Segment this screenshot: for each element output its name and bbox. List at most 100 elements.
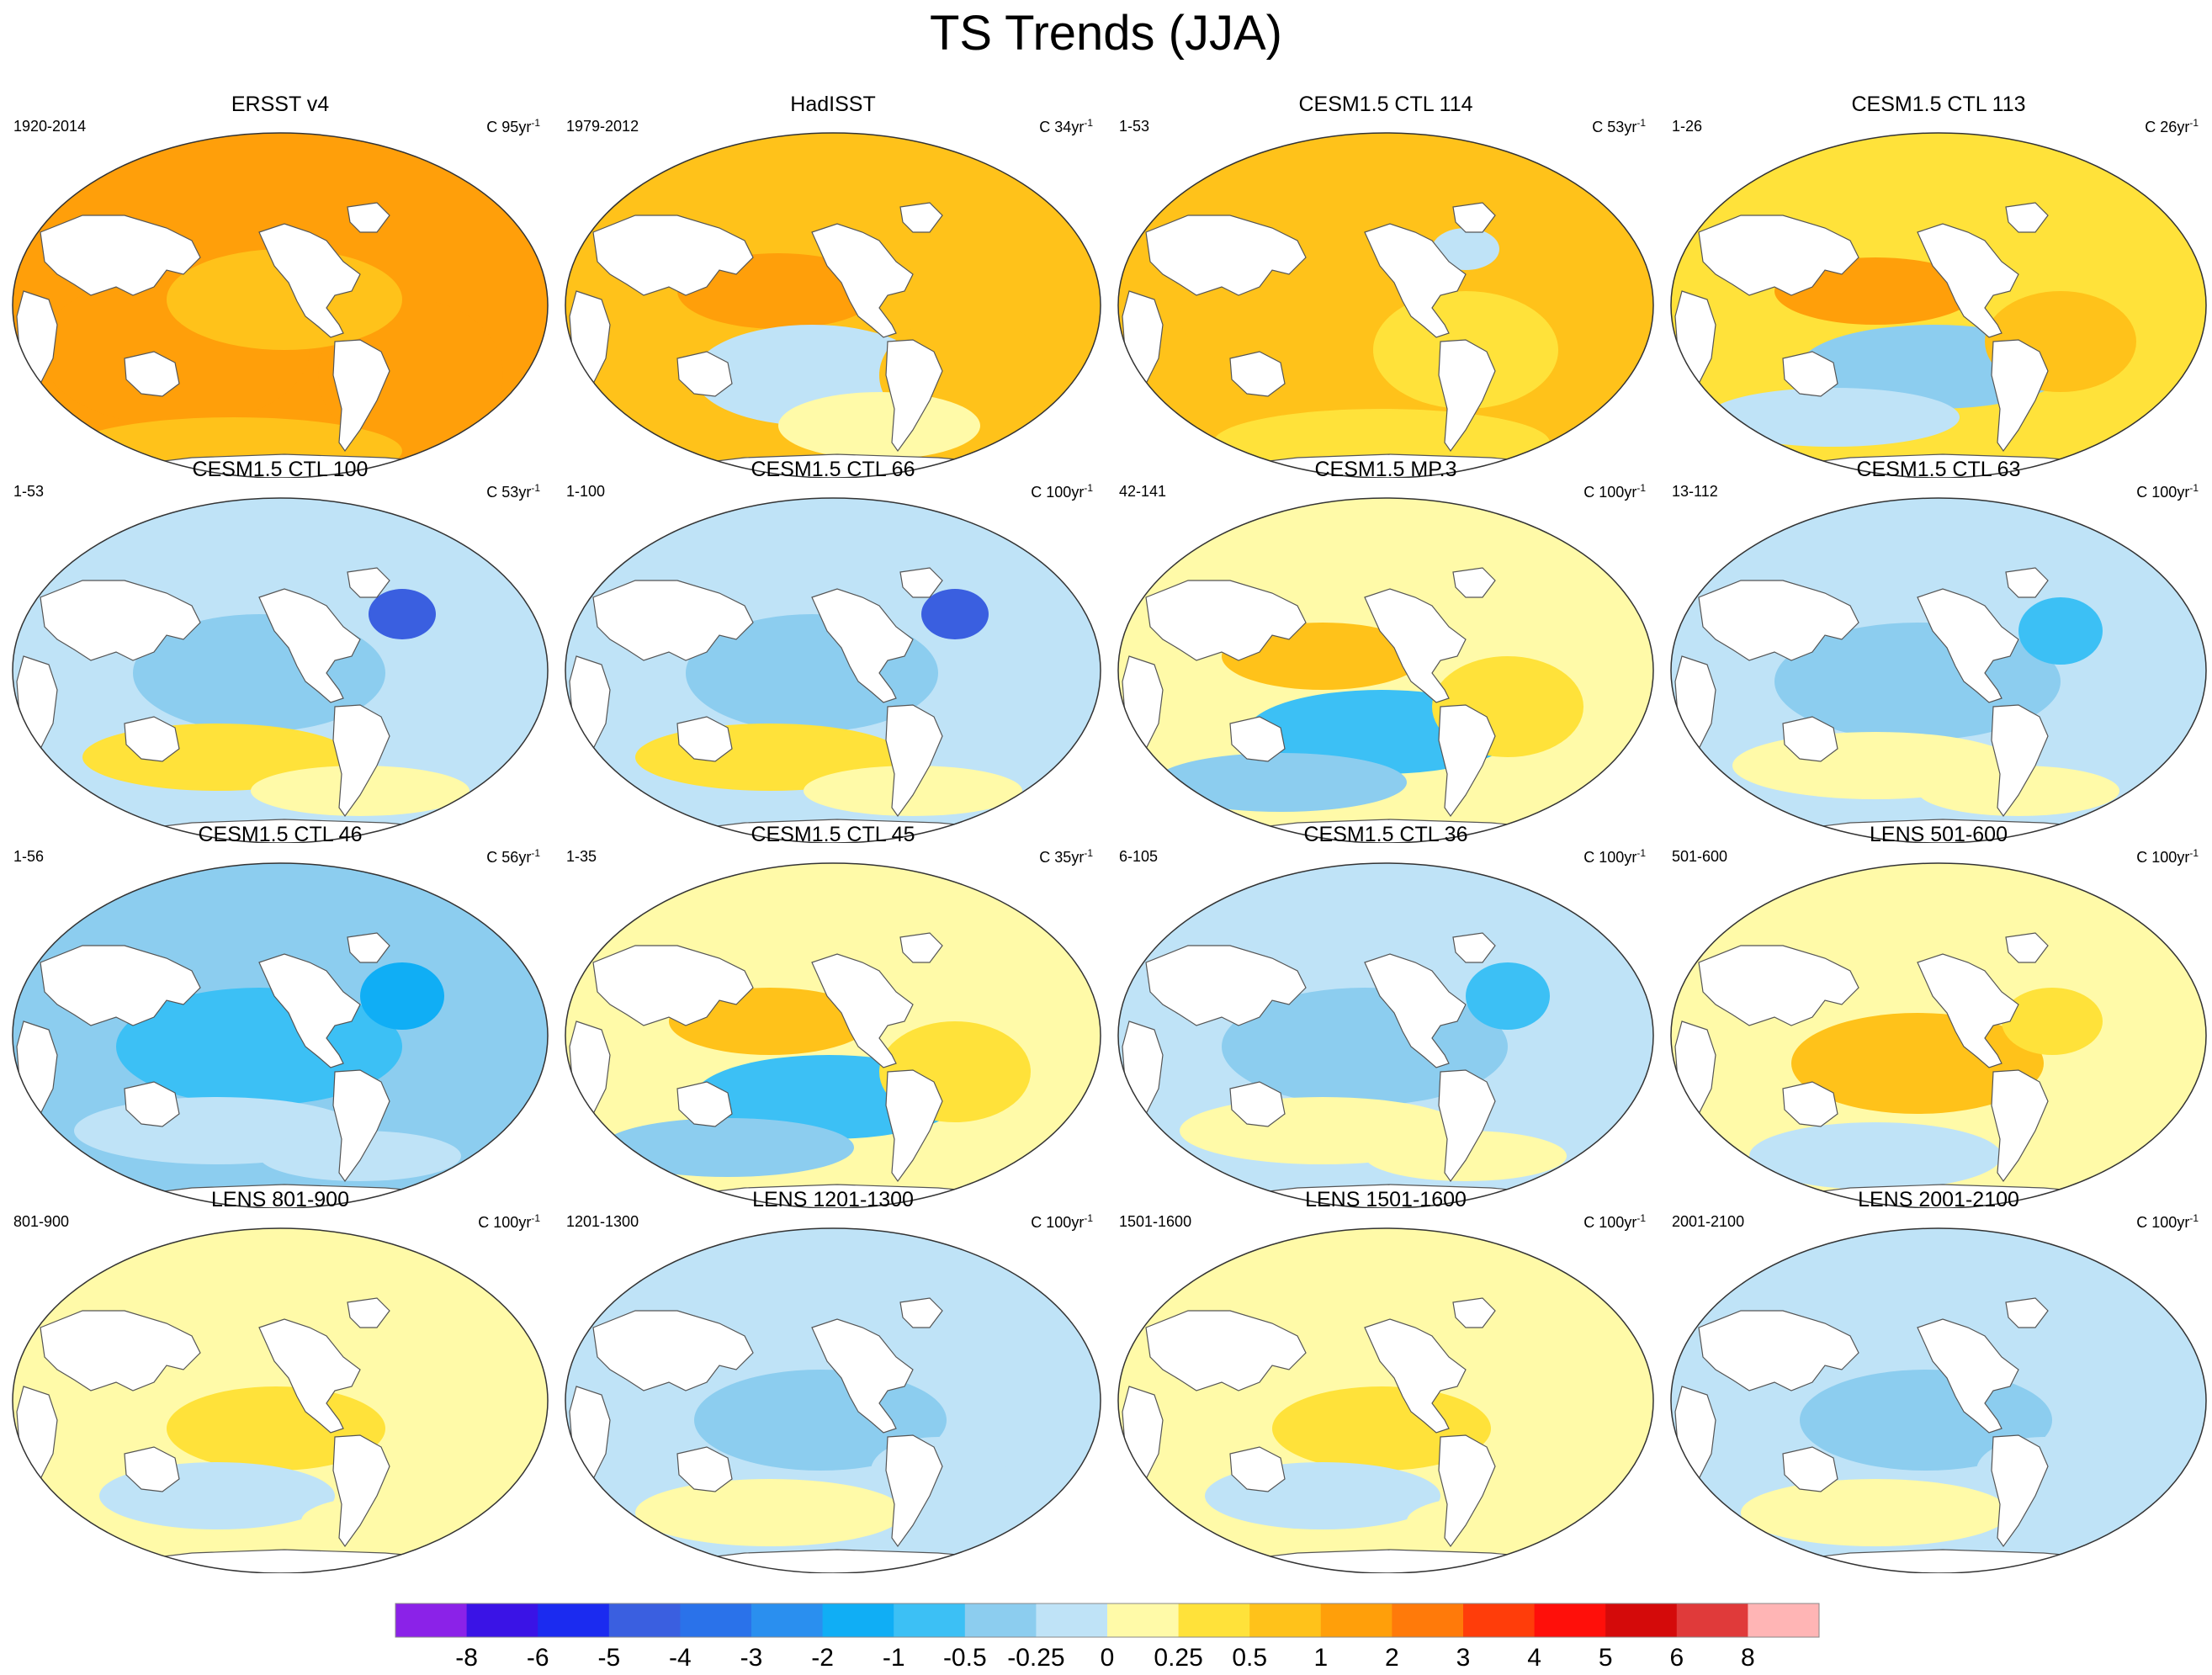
panel-period: 1-100 — [566, 483, 606, 500]
panel-units: C 100yr-1 — [1583, 843, 1646, 867]
trend-region — [635, 1479, 904, 1546]
map-border — [12, 132, 549, 478]
land-southAmerica — [1991, 339, 2049, 453]
panel-period: 1-53 — [1119, 118, 1150, 135]
panel-units: C 100yr-1 — [2136, 843, 2199, 867]
panel-period: 1-56 — [13, 848, 45, 865]
units-suffix: yr — [1624, 1214, 1637, 1231]
colorbar-swatch — [1320, 1603, 1392, 1637]
units-exponent: -1 — [1636, 847, 1646, 859]
panel-period: 1-26 — [1672, 118, 1703, 135]
land-southAmerica — [885, 339, 943, 453]
units-suffix: yr — [1071, 849, 1085, 866]
land-northAmerica — [1364, 1318, 1467, 1434]
land-northAmerica — [258, 953, 361, 1068]
panel-units: C 35yr-1 — [1039, 843, 1093, 867]
map-panel: LENS 1201-1300 1201-1300 C 100yr-1 — [560, 1185, 1106, 1573]
colorbar-tick-label: 8 — [1741, 1644, 1755, 1672]
panel-title: LENS 1201-1300 — [752, 1188, 914, 1211]
panel-period: 1201-1300 — [566, 1213, 639, 1230]
map-panel: CESM1.5 MP.3 42-141 C 100yr-1 — [1112, 454, 1659, 843]
colorbar-tick-label: -4 — [669, 1644, 692, 1672]
units-value: 100 — [1599, 484, 1625, 501]
map-border — [12, 862, 549, 1208]
colorbar-swatch — [1249, 1603, 1322, 1637]
map-panel: LENS 2001-2100 2001-2100 C 100yr-1 — [1665, 1185, 2212, 1573]
units-suffix: yr — [1071, 484, 1085, 501]
land-australia — [1229, 351, 1286, 397]
colorbar-tick-label: -1 — [883, 1644, 905, 1672]
colorbar-swatch — [1036, 1603, 1108, 1637]
land-northAmerica — [1364, 953, 1467, 1068]
panel-title: CESM1.5 CTL 63 — [1856, 458, 2021, 481]
units-exponent: -1 — [531, 847, 540, 859]
colorbar-swatch — [1676, 1603, 1748, 1637]
trend-region — [921, 589, 989, 639]
land-northAmerica — [1917, 588, 2019, 703]
land-southAmerica — [1438, 704, 1496, 818]
panel-title: CESM1.5 CTL 114 — [1298, 93, 1473, 116]
land-australia — [1229, 1081, 1286, 1127]
land-greenland — [2005, 1297, 2049, 1328]
units-value: 100 — [1046, 1214, 1072, 1231]
land-northAmerica — [1917, 1318, 2019, 1434]
units-suffix: yr — [2177, 849, 2190, 866]
map-field — [12, 862, 549, 1208]
trend-region — [1749, 1122, 2002, 1190]
map-border — [565, 497, 1101, 843]
units-exponent: -1 — [531, 1212, 540, 1224]
map-panel: ERSST v4 1920-2014 C 95yr-1 — [7, 89, 554, 478]
panel-title: CESM1.5 CTL 66 — [751, 458, 915, 481]
map-border — [12, 1227, 549, 1573]
panel-title: LENS 501-600 — [1869, 823, 2008, 846]
trend-region — [1222, 623, 1424, 690]
colorbar-swatch — [538, 1603, 610, 1637]
land-australia — [124, 1446, 180, 1492]
colorbar-swatch — [1605, 1603, 1678, 1637]
land-asia — [592, 945, 754, 1026]
land-southAmerica — [332, 1069, 390, 1183]
units-prefix: C — [1583, 484, 1599, 501]
land-asia — [592, 580, 754, 661]
map-field — [1117, 497, 1654, 843]
units-exponent: -1 — [531, 117, 540, 129]
map-field — [12, 497, 549, 843]
colorbar-tick-label: 2 — [1385, 1644, 1399, 1672]
units-value: 95 — [501, 119, 519, 135]
units-prefix: C — [1583, 849, 1599, 866]
panel-period: 1-35 — [566, 848, 597, 865]
panel-period: 2001-2100 — [1672, 1213, 1745, 1230]
units-prefix: C — [486, 484, 502, 501]
land-greenland — [1452, 202, 1496, 233]
panel-units: C 95yr-1 — [486, 113, 540, 137]
trend-region — [1154, 753, 1407, 812]
colorbar-swatch — [1748, 1603, 1820, 1637]
land-australia — [124, 716, 180, 762]
panel-period: 6-105 — [1119, 848, 1159, 865]
units-suffix: yr — [1071, 119, 1085, 135]
map-border — [1670, 132, 2207, 478]
map-field — [12, 132, 549, 478]
units-prefix: C — [1583, 1214, 1599, 1231]
land-australia — [1782, 351, 1838, 397]
panel-period: 1920-2014 — [13, 118, 87, 135]
units-value: 56 — [501, 849, 519, 866]
units-suffix: yr — [518, 1214, 532, 1231]
land-northAmerica — [1917, 223, 2019, 338]
units-value: 100 — [1046, 484, 1072, 501]
units-value: 53 — [501, 484, 519, 501]
units-exponent: -1 — [1084, 482, 1093, 494]
units-value: 100 — [1599, 1214, 1625, 1231]
land-southAmerica — [1438, 1434, 1496, 1548]
colorbar-swatch — [822, 1603, 894, 1637]
land-greenland — [899, 932, 943, 963]
land-northAmerica — [258, 223, 361, 338]
land-australia — [124, 1081, 180, 1127]
land-southAmerica — [1991, 704, 2049, 818]
colorbar-tick-label: 0.25 — [1154, 1644, 1202, 1672]
panel-period: 1-53 — [13, 483, 45, 500]
map-field — [565, 132, 1101, 478]
map-field — [1670, 1227, 2207, 1573]
colorbar-swatch — [608, 1603, 681, 1637]
trend-region — [1272, 1386, 1491, 1471]
